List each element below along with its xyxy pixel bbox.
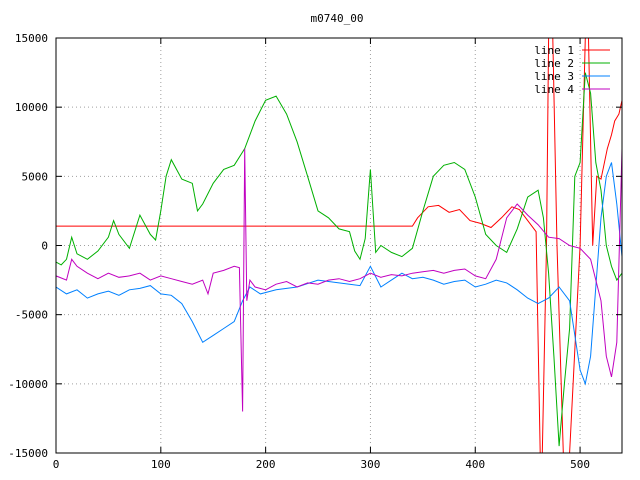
legend-label-3: line 3 bbox=[534, 70, 574, 83]
legend-label-2: line 2 bbox=[534, 57, 574, 70]
plot-area bbox=[56, 38, 622, 453]
axis-ticks: 0 100 200 300 400 500 -15000 -10000 -5000 0 5000 10… bbox=[8, 32, 622, 471]
y-tick-label: 5000 bbox=[22, 170, 49, 183]
y-tick-label: -15000 bbox=[8, 447, 48, 460]
x-tick-label: 500 bbox=[570, 458, 590, 471]
y-tick-label: -10000 bbox=[8, 378, 48, 391]
series-line-3 bbox=[56, 162, 622, 386]
legend-label-1: line 1 bbox=[534, 44, 574, 57]
series-line-4 bbox=[56, 148, 622, 412]
y-tick-label: 15000 bbox=[15, 32, 48, 45]
x-tick-label: 300 bbox=[361, 458, 381, 471]
x-tick-label: 200 bbox=[256, 458, 276, 471]
x-tick-label: 400 bbox=[465, 458, 485, 471]
y-tick-label: 0 bbox=[41, 240, 48, 253]
y-tick-label: 10000 bbox=[15, 101, 48, 114]
x-tick-label: 0 bbox=[53, 458, 60, 471]
chart-title: m0740_00 bbox=[311, 12, 364, 25]
series-line-2 bbox=[56, 72, 622, 447]
x-tick-label: 100 bbox=[151, 458, 171, 471]
chart-grid bbox=[56, 38, 622, 453]
y-tick-label: -5000 bbox=[15, 309, 48, 322]
legend-label-4: line 4 bbox=[534, 83, 574, 96]
